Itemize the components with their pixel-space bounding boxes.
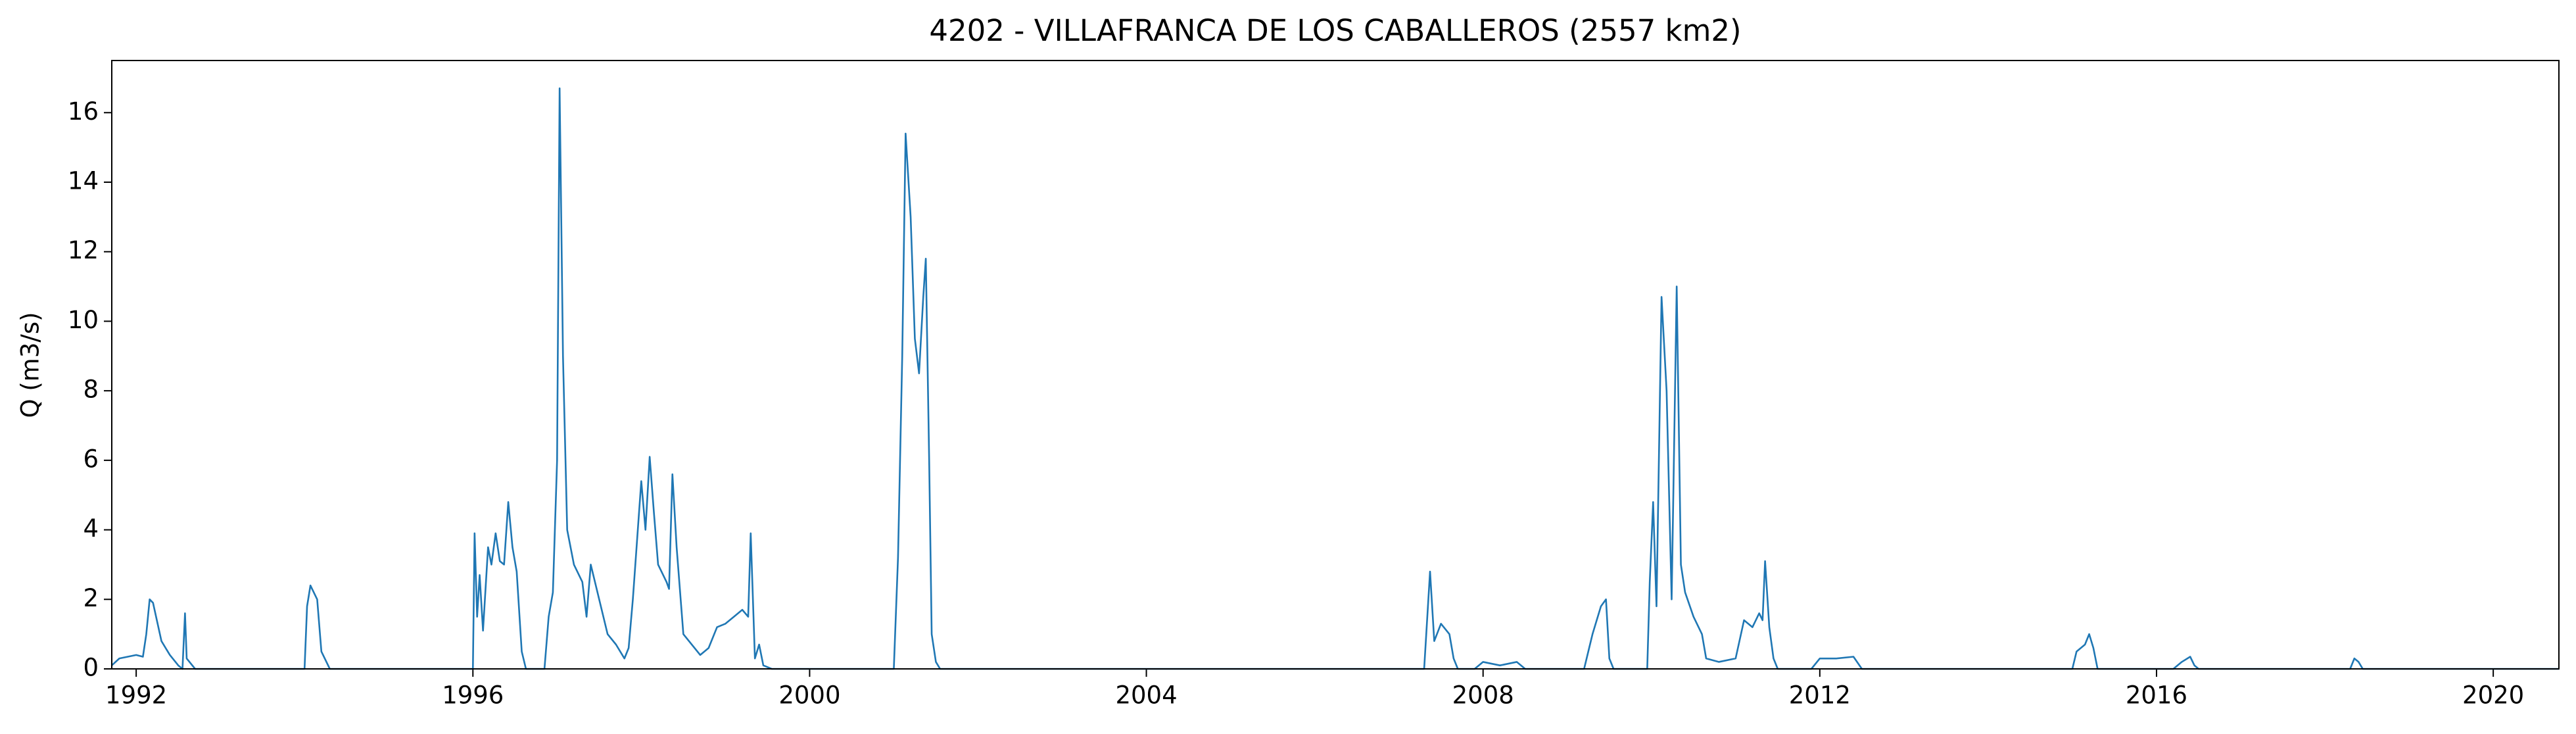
y-tick-label: 12 (68, 236, 99, 264)
y-tick-label: 0 (83, 654, 99, 682)
x-tick-label: 2016 (2126, 681, 2187, 710)
x-tick-label: 2004 (1115, 681, 1177, 710)
y-tick-label: 16 (68, 97, 99, 126)
data-line (111, 87, 2559, 670)
y-tick-label: 6 (83, 445, 99, 473)
y-tick-label: 4 (83, 514, 99, 543)
x-tick-label: 2000 (778, 681, 840, 710)
x-tick-label: 1992 (105, 681, 167, 710)
y-tick-label: 14 (68, 167, 99, 195)
y-tick-label: 2 (83, 584, 99, 612)
x-tick-label: 2012 (1789, 681, 1851, 710)
y-tick-label: 10 (68, 306, 99, 334)
x-tick-label: 1996 (442, 681, 504, 710)
x-tick-label: 2020 (2462, 681, 2524, 710)
x-tick-label: 2008 (1452, 681, 1514, 710)
plot-frame (111, 60, 2560, 670)
y-tick-label: 8 (83, 376, 99, 404)
y-axis-label: Q (m3/s) (16, 312, 45, 418)
chart-title: 4202 - VILLAFRANCA DE LOS CABALLEROS (25… (929, 13, 1741, 48)
